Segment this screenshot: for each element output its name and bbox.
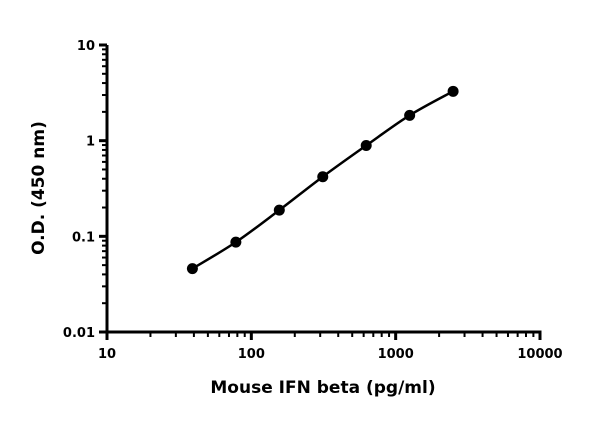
x-tick-label: 1000	[378, 347, 414, 362]
data-point	[447, 85, 459, 97]
x-tick-label: 10	[98, 347, 116, 362]
data-point	[230, 236, 242, 248]
data-marks	[186, 85, 459, 275]
data-point	[273, 204, 285, 216]
y-tick-label: 0.1	[72, 230, 95, 245]
axes: 10 100 1000 10000 0.01 0.1 1 10	[63, 39, 563, 362]
y-tick-label: 1	[86, 135, 95, 150]
y-tick-label: 10	[77, 39, 95, 54]
x-tick-label: 10000	[517, 347, 562, 362]
x-axis-title: Mouse IFN beta (pg/ml)	[210, 378, 435, 398]
data-point	[317, 171, 329, 183]
data-point	[186, 263, 198, 275]
data-point	[360, 140, 372, 152]
data-point	[404, 109, 416, 121]
y-tick-label: 0.01	[63, 326, 95, 341]
x-tick-label: 100	[238, 347, 265, 362]
y-axis-title: O.D. (450 nm)	[29, 121, 49, 255]
